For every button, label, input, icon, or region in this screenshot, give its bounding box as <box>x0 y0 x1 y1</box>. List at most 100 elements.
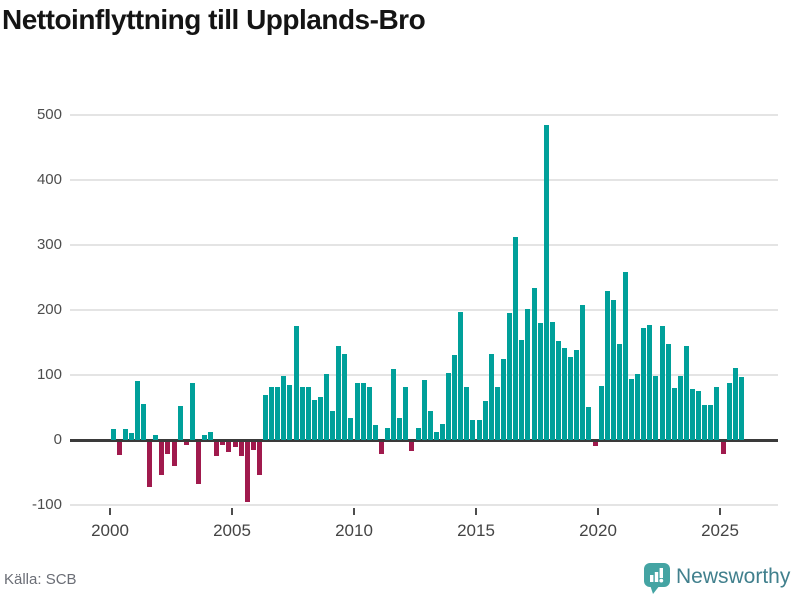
bar-2009-q3 <box>342 354 348 440</box>
bar-2013-q1 <box>427 411 433 440</box>
bar-2012-q1 <box>403 387 409 440</box>
bar-2004-q1 <box>208 432 214 440</box>
bar-2005-q3 <box>244 442 250 502</box>
bar-2000-q4 <box>128 433 134 440</box>
bar-2019-q3 <box>586 407 592 440</box>
bar-2004-q4 <box>226 442 232 452</box>
bar-2014-q4 <box>470 420 476 440</box>
x-axis-label: 2010 <box>335 521 373 540</box>
bar-2015-q3 <box>488 354 494 440</box>
bar-2015-q2 <box>482 401 488 440</box>
bar-2010-q3 <box>366 387 372 440</box>
bar-2005-q4 <box>250 442 256 450</box>
bar-2001-q4 <box>153 435 159 440</box>
bar-2022-q4 <box>665 344 671 440</box>
bar-2018-q4 <box>568 357 573 440</box>
bar-2019-q1 <box>574 350 580 440</box>
bar-2007-q4 <box>299 387 305 440</box>
bar-2024-q1 <box>696 391 702 440</box>
bar-2011-q1 <box>378 442 384 454</box>
bar-2025-q2 <box>726 383 732 440</box>
bar-2006-q4 <box>275 387 281 440</box>
x-axis-tick <box>719 508 721 515</box>
bar-2019-q2 <box>580 305 586 440</box>
bar-2014-q3 <box>464 387 470 440</box>
bar-2023-q2 <box>677 376 683 440</box>
bar-2008-q1 <box>305 387 311 440</box>
bar-2017-q2 <box>531 288 537 440</box>
bar-2002-q1 <box>159 442 165 475</box>
y-axis-label: 400 <box>36 171 62 188</box>
bar-2015-q4 <box>494 387 500 440</box>
bar-2020-q1 <box>598 386 604 440</box>
bar-2012-q2 <box>409 442 415 451</box>
bar-2012-q4 <box>421 380 427 440</box>
bar-2022-q1 <box>647 325 653 440</box>
bar-2018-q1 <box>549 322 555 440</box>
y-axis-label: 100 <box>36 366 62 383</box>
bar-2024-q4 <box>714 387 720 440</box>
bar-2017-q3 <box>537 323 543 440</box>
gridline-200 <box>70 309 778 311</box>
gridline--100 <box>70 504 778 506</box>
bar-2021-q4 <box>641 328 647 440</box>
bar-2011-q4 <box>397 418 403 440</box>
bar-2024-q3 <box>708 405 714 440</box>
x-axis-tick <box>231 508 233 515</box>
bar-2009-q1 <box>330 411 336 440</box>
bar-2013-q4 <box>446 373 451 440</box>
brand-name: Newsworthy <box>676 565 791 588</box>
y-axis-label: 200 <box>36 301 62 318</box>
gridline-500 <box>70 114 778 116</box>
bar-2018-q2 <box>555 341 561 440</box>
bar-2003-q4 <box>202 435 208 440</box>
zero-axis-line <box>70 439 778 442</box>
bar-2000-q1 <box>110 429 116 440</box>
bar-2021-q2 <box>629 379 634 440</box>
bar-2010-q2 <box>360 383 366 440</box>
bar-2002-q3 <box>171 442 177 466</box>
bar-2020-q2 <box>604 291 610 440</box>
x-axis-label: 2025 <box>701 521 739 540</box>
bar-2007-q1 <box>281 376 287 440</box>
bar-2001-q3 <box>147 442 153 487</box>
bar-2008-q3 <box>317 397 323 440</box>
bar-2007-q3 <box>293 326 299 440</box>
bar-2016-q1 <box>500 359 506 440</box>
bar-2020-q4 <box>616 344 622 440</box>
bar-2011-q3 <box>391 369 397 440</box>
bar-2002-q2 <box>165 442 171 454</box>
bar-2017-q4 <box>543 125 549 440</box>
bar-2004-q3 <box>220 442 226 445</box>
x-axis-label: 2000 <box>91 521 129 540</box>
bar-2022-q2 <box>653 376 659 440</box>
x-axis-label: 2020 <box>579 521 617 540</box>
bar-2021-q3 <box>635 374 641 440</box>
chart-title: Nettoinflyttning till Upplands-Bro <box>2 4 426 35</box>
bar-2023-q4 <box>690 389 695 440</box>
bar-2012-q3 <box>415 428 421 440</box>
bar-2020-q3 <box>610 300 616 440</box>
gridline-300 <box>70 244 778 246</box>
bar-2013-q3 <box>439 424 445 440</box>
bar-2023-q1 <box>671 388 677 440</box>
gridline-100 <box>70 374 778 376</box>
bar-2016-q4 <box>519 340 525 440</box>
bar-2016-q2 <box>507 313 512 440</box>
bar-2007-q2 <box>287 385 293 440</box>
x-axis-label: 2005 <box>213 521 251 540</box>
bar-2011-q2 <box>385 428 391 440</box>
newsworthy-icon <box>644 563 670 594</box>
brand-logo: Newsworthy <box>641 560 796 596</box>
bar-2005-q2 <box>238 442 244 456</box>
bar-2013-q2 <box>433 432 439 440</box>
gridline-400 <box>70 179 778 181</box>
bar-2008-q4 <box>324 374 329 440</box>
bar-2015-q1 <box>476 420 482 440</box>
bar-2009-q2 <box>336 346 342 440</box>
bar-2002-q4 <box>177 406 183 440</box>
bar-2014-q2 <box>458 312 464 440</box>
bar-2006-q3 <box>269 387 275 440</box>
bar-2008-q2 <box>311 400 317 440</box>
y-axis-label: 0 <box>53 431 62 448</box>
